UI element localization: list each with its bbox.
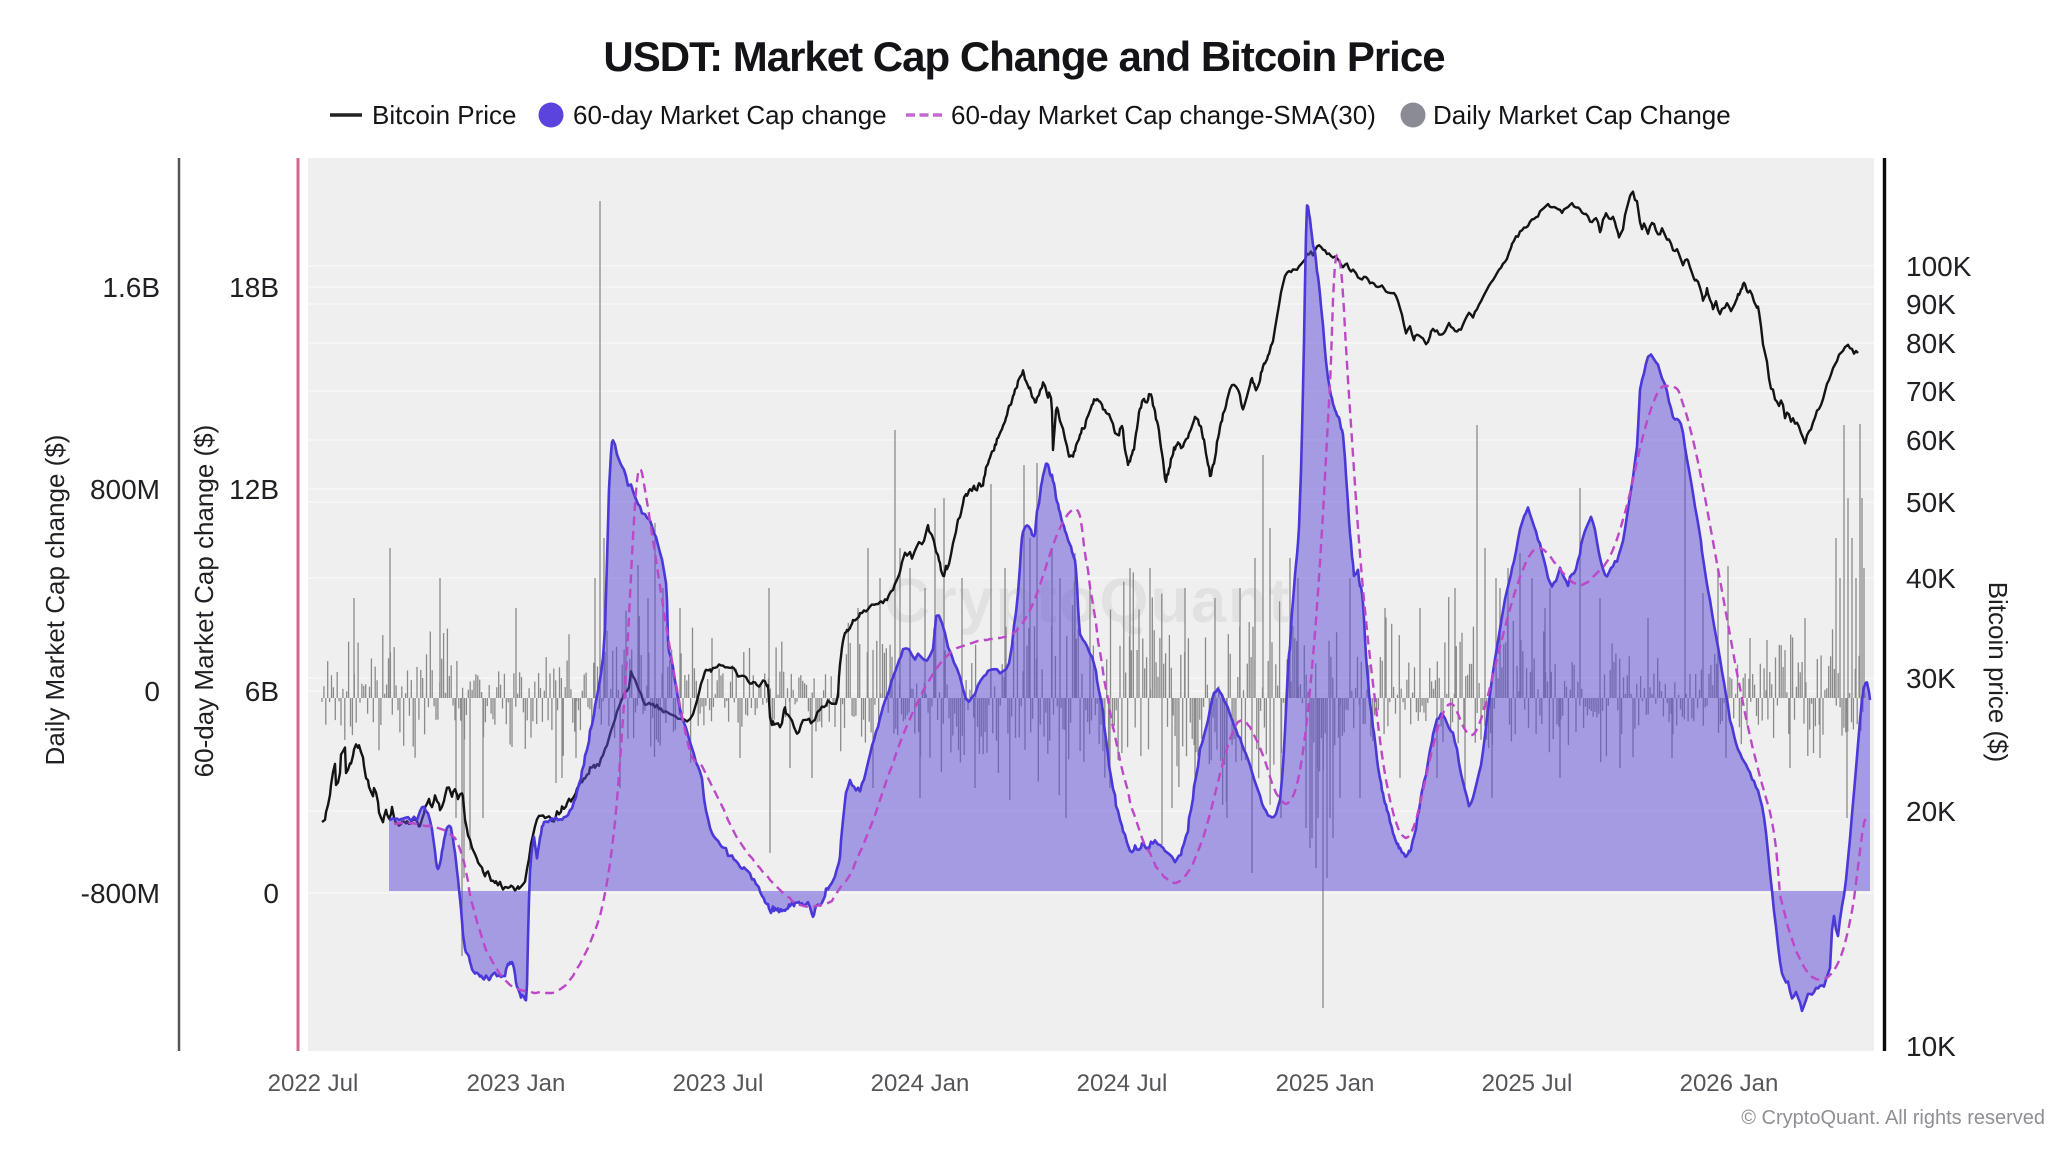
svg-text:Daily Market Cap Change: Daily Market Cap Change (1433, 100, 1731, 130)
svg-text:2025 Jul: 2025 Jul (1482, 1070, 1573, 1097)
svg-text:2023 Jul: 2023 Jul (673, 1070, 764, 1097)
svg-text:60-day Market Cap change-SMA(3: 60-day Market Cap change-SMA(30) (951, 100, 1376, 130)
svg-text:2026 Jan: 2026 Jan (1680, 1070, 1779, 1097)
svg-text:12B: 12B (229, 474, 279, 505)
svg-text:2024 Jan: 2024 Jan (871, 1070, 970, 1097)
svg-text:2022 Jul: 2022 Jul (268, 1070, 359, 1097)
svg-text:800M: 800M (90, 474, 160, 505)
svg-text:USDT: Market Cap Change and Bi: USDT: Market Cap Change and Bitcoin Pric… (603, 33, 1444, 80)
svg-text:40K: 40K (1906, 563, 1956, 594)
svg-text:2025 Jan: 2025 Jan (1276, 1070, 1375, 1097)
svg-text:10K: 10K (1906, 1031, 1956, 1062)
svg-text:CryptoQuant: CryptoQuant (885, 566, 1292, 636)
svg-text:60K: 60K (1906, 425, 1956, 456)
svg-text:50K: 50K (1906, 487, 1956, 518)
svg-text:80K: 80K (1906, 328, 1956, 359)
svg-text:18B: 18B (229, 272, 279, 303)
svg-text:Bitcoin price ($): Bitcoin price ($) (1983, 582, 2013, 763)
svg-text:2024 Jul: 2024 Jul (1077, 1070, 1168, 1097)
svg-text:20K: 20K (1906, 796, 1956, 827)
svg-text:100K: 100K (1906, 251, 1972, 282)
svg-text:0: 0 (144, 676, 160, 707)
svg-text:70K: 70K (1906, 376, 1956, 407)
svg-text:60-day Market Cap change: 60-day Market Cap change (573, 100, 887, 130)
svg-text:Daily Market Cap change ($): Daily Market Cap change ($) (40, 435, 70, 766)
svg-text:6B: 6B (245, 676, 279, 707)
svg-text:Bitcoin Price: Bitcoin Price (372, 100, 517, 130)
svg-text:60-day Market Cap change ($): 60-day Market Cap change ($) (189, 425, 219, 778)
svg-text:-800M: -800M (81, 878, 160, 909)
svg-text:90K: 90K (1906, 289, 1956, 320)
svg-text:© CryptoQuant. All rights rese: © CryptoQuant. All rights reserved (1741, 1107, 2045, 1129)
svg-text:0: 0 (263, 878, 279, 909)
svg-text:2023 Jan: 2023 Jan (467, 1070, 566, 1097)
svg-text:30K: 30K (1906, 663, 1956, 694)
svg-text:1.6B: 1.6B (102, 272, 160, 303)
